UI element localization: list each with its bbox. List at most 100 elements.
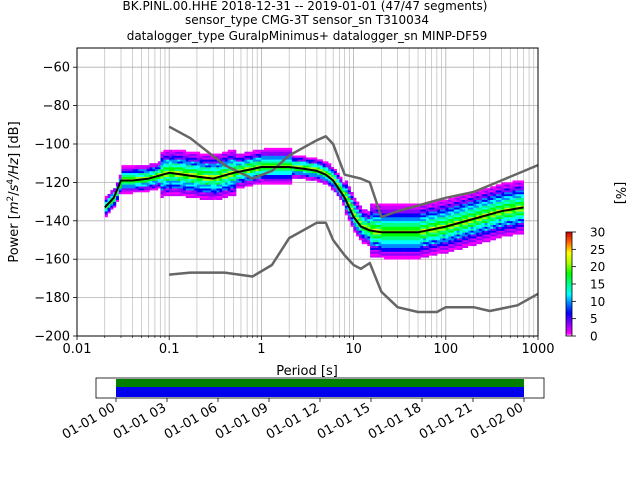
heatmap-cell xyxy=(311,159,315,162)
heatmap-cell xyxy=(512,232,516,235)
heatmap-cell xyxy=(196,157,201,160)
heatmap-cell xyxy=(311,157,315,160)
heatmap-cell xyxy=(395,255,399,258)
heatmap-cell xyxy=(300,155,304,158)
heatmap-cell xyxy=(481,238,485,241)
heatmap-cell xyxy=(381,216,385,220)
heatmap-cell xyxy=(210,174,214,177)
heatmap-cell xyxy=(403,243,407,247)
heatmap-cell xyxy=(409,232,413,235)
heatmap-cell xyxy=(249,159,254,162)
heatmap-cell xyxy=(216,195,220,199)
heatmap-cell xyxy=(319,172,323,176)
heatmap-cell xyxy=(188,153,192,156)
heatmap-cell xyxy=(244,161,248,164)
heatmap-cell xyxy=(155,186,159,189)
heatmap-cell xyxy=(336,193,340,197)
heatmap-cell xyxy=(199,153,203,156)
heatmap-cell xyxy=(518,201,522,204)
heatmap-cell xyxy=(174,182,178,185)
heatmap-cell xyxy=(367,216,371,220)
heatmap-cell xyxy=(434,243,438,247)
heatmap-cell xyxy=(342,201,346,204)
heatmap-cell xyxy=(518,195,522,199)
heatmap-cell xyxy=(224,182,228,185)
heatmap-cell xyxy=(124,170,128,174)
heatmap-cell xyxy=(375,232,379,235)
heatmap-cell xyxy=(230,188,234,191)
heatmap-cell xyxy=(127,186,131,189)
heatmap-cell xyxy=(129,168,133,172)
heatmap-cell xyxy=(236,163,240,166)
heatmap-cell xyxy=(384,207,388,210)
heatmap-cell xyxy=(152,172,156,176)
heatmap-cell xyxy=(180,165,184,168)
heatmap-cell xyxy=(370,213,374,216)
heatmap-cell xyxy=(411,222,416,225)
heatmap-cell xyxy=(481,190,485,193)
heatmap-cell xyxy=(205,155,209,158)
heatmap-cell xyxy=(171,153,175,156)
heatmap-cell xyxy=(180,159,184,162)
heatmap-cell xyxy=(504,222,508,225)
heatmap-cell xyxy=(224,151,228,154)
heatmap-cell xyxy=(280,163,284,166)
heatmap-cell xyxy=(289,178,293,181)
heatmap-cell xyxy=(425,230,430,233)
heatmap-cell xyxy=(202,161,206,164)
heatmap-cell xyxy=(350,197,354,200)
heatmap-cell xyxy=(451,243,455,247)
heatmap-cell xyxy=(138,188,142,191)
heatmap-cell xyxy=(473,232,477,235)
heatmap-cell xyxy=(392,209,396,212)
heatmap-cell xyxy=(476,238,480,241)
heatmap-cell xyxy=(252,153,256,156)
heatmap-cell xyxy=(314,178,318,181)
heatmap-cell xyxy=(210,180,214,183)
heatmap-cell xyxy=(208,184,212,187)
heatmap-cell xyxy=(442,243,446,247)
heatmap-cell xyxy=(372,241,376,245)
heatmap-cell xyxy=(425,232,430,235)
heatmap-cell xyxy=(434,224,438,227)
heatmap-cell xyxy=(241,178,245,181)
heatmap-cell xyxy=(409,241,413,245)
heatmap-cell xyxy=(325,172,329,176)
heatmap-cell xyxy=(350,192,354,195)
heatmap-cell xyxy=(177,155,181,158)
heatmap-cell xyxy=(515,224,519,227)
heatmap-cell xyxy=(456,205,460,208)
heatmap-cell xyxy=(185,184,189,187)
heatmap-cell xyxy=(490,236,494,239)
heatmap-cell xyxy=(113,199,117,202)
heatmap-cell xyxy=(370,203,374,206)
heatmap-cell xyxy=(395,228,399,231)
heatmap-cell xyxy=(177,182,181,185)
noise-model-high-line xyxy=(168,125,539,219)
heatmap-cell xyxy=(194,163,198,166)
heatmap-cell xyxy=(311,176,315,179)
heatmap-cell xyxy=(403,224,407,227)
heatmap-cell xyxy=(185,168,189,172)
heatmap-cell xyxy=(442,199,446,202)
heatmap-cell xyxy=(113,188,117,191)
heatmap-cell xyxy=(328,170,332,174)
heatmap-cell xyxy=(289,151,293,154)
heatmap-cell xyxy=(479,203,483,206)
heatmap-cell xyxy=(168,157,173,160)
heatmap-cell xyxy=(462,222,466,225)
heatmap-cell xyxy=(252,182,256,185)
heatmap-cell xyxy=(403,241,407,245)
heatmap-cell xyxy=(129,182,133,185)
heatmap-cell xyxy=(495,197,499,200)
heatmap-cell xyxy=(389,257,393,260)
heatmap-cell xyxy=(364,241,368,245)
heatmap-cell xyxy=(129,188,133,191)
heatmap-cell xyxy=(518,220,522,224)
heatmap-cell xyxy=(403,218,407,222)
heatmap-cell xyxy=(336,190,340,193)
heatmap-cell xyxy=(263,170,268,174)
heatmap-cell xyxy=(459,205,463,208)
heatmap-cell xyxy=(361,232,365,235)
heatmap-cell xyxy=(233,161,237,164)
